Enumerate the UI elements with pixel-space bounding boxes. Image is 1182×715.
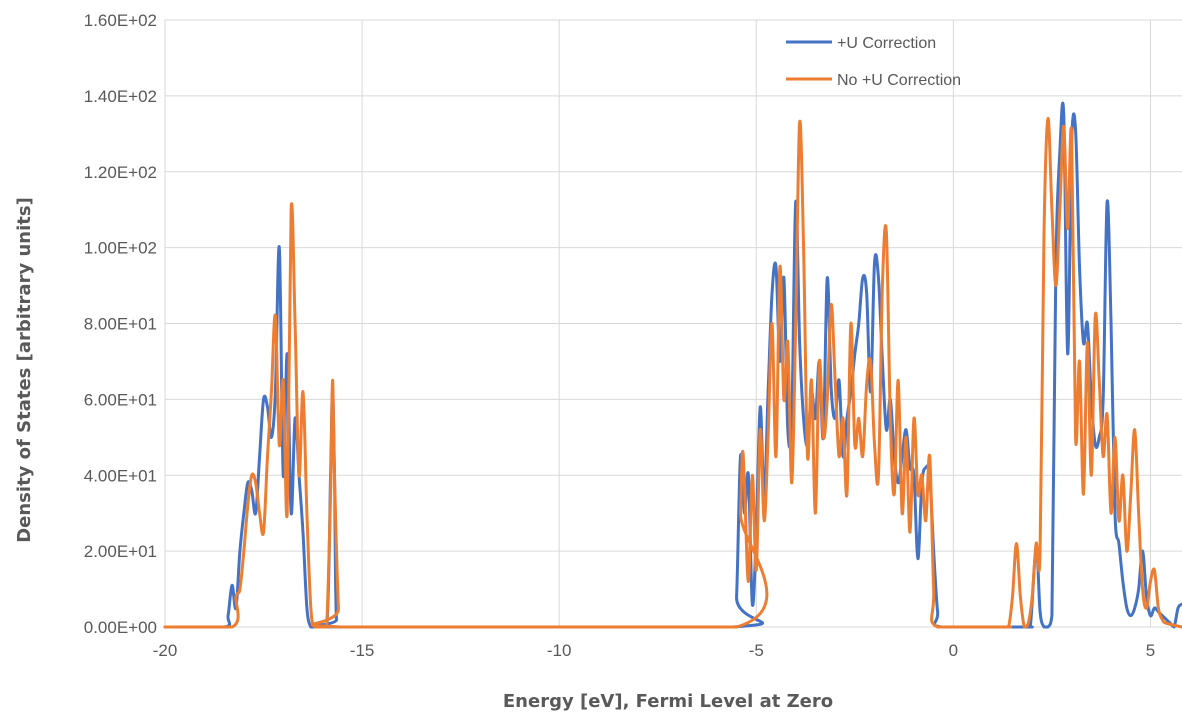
- y-tick-label: 1.00E+02: [84, 239, 157, 258]
- x-tick-label: -20: [153, 641, 178, 660]
- y-tick-label: 1.20E+02: [84, 163, 157, 182]
- gridlines: [164, 19, 1182, 628]
- y-tick-label: 4.00E+01: [84, 466, 157, 485]
- legend-label-no-u-correction: No +U Correction: [837, 72, 961, 89]
- y-tick-label: 1.40E+02: [84, 87, 157, 106]
- x-tick-label: -5: [749, 641, 764, 660]
- x-tick-label: 5: [1146, 641, 1155, 660]
- x-tick-label: -10: [547, 641, 572, 660]
- y-tick-label: 8.00E+01: [84, 315, 157, 334]
- series-layer: [163, 101, 1182, 629]
- x-axis-ticks: -20 -15 -10 -5 0 5: [153, 641, 1155, 660]
- series-line-u-correction: [163, 101, 1182, 629]
- x-tick-label: 0: [949, 641, 958, 660]
- x-tick-label: -15: [350, 641, 375, 660]
- y-axis-title: Density of States [arbitrary units]: [14, 197, 35, 543]
- x-axis-title: Energy [eV], Fermi Level at Zero: [503, 691, 833, 712]
- y-tick-label: 6.00E+01: [84, 390, 157, 409]
- y-tick-label: 0.00E+00: [84, 618, 157, 637]
- series-line-no-u-correction: [163, 117, 1182, 629]
- y-tick-label: 2.00E+01: [84, 542, 157, 561]
- y-tick-label: 1.60E+02: [84, 11, 157, 30]
- y-axis-ticks: 0.00E+00 2.00E+01 4.00E+01 6.00E+01 8.00E+01…: [84, 11, 157, 637]
- legend-label-u-correction: +U Correction: [837, 35, 936, 52]
- legend: +U Correction No +U Correction: [786, 35, 961, 89]
